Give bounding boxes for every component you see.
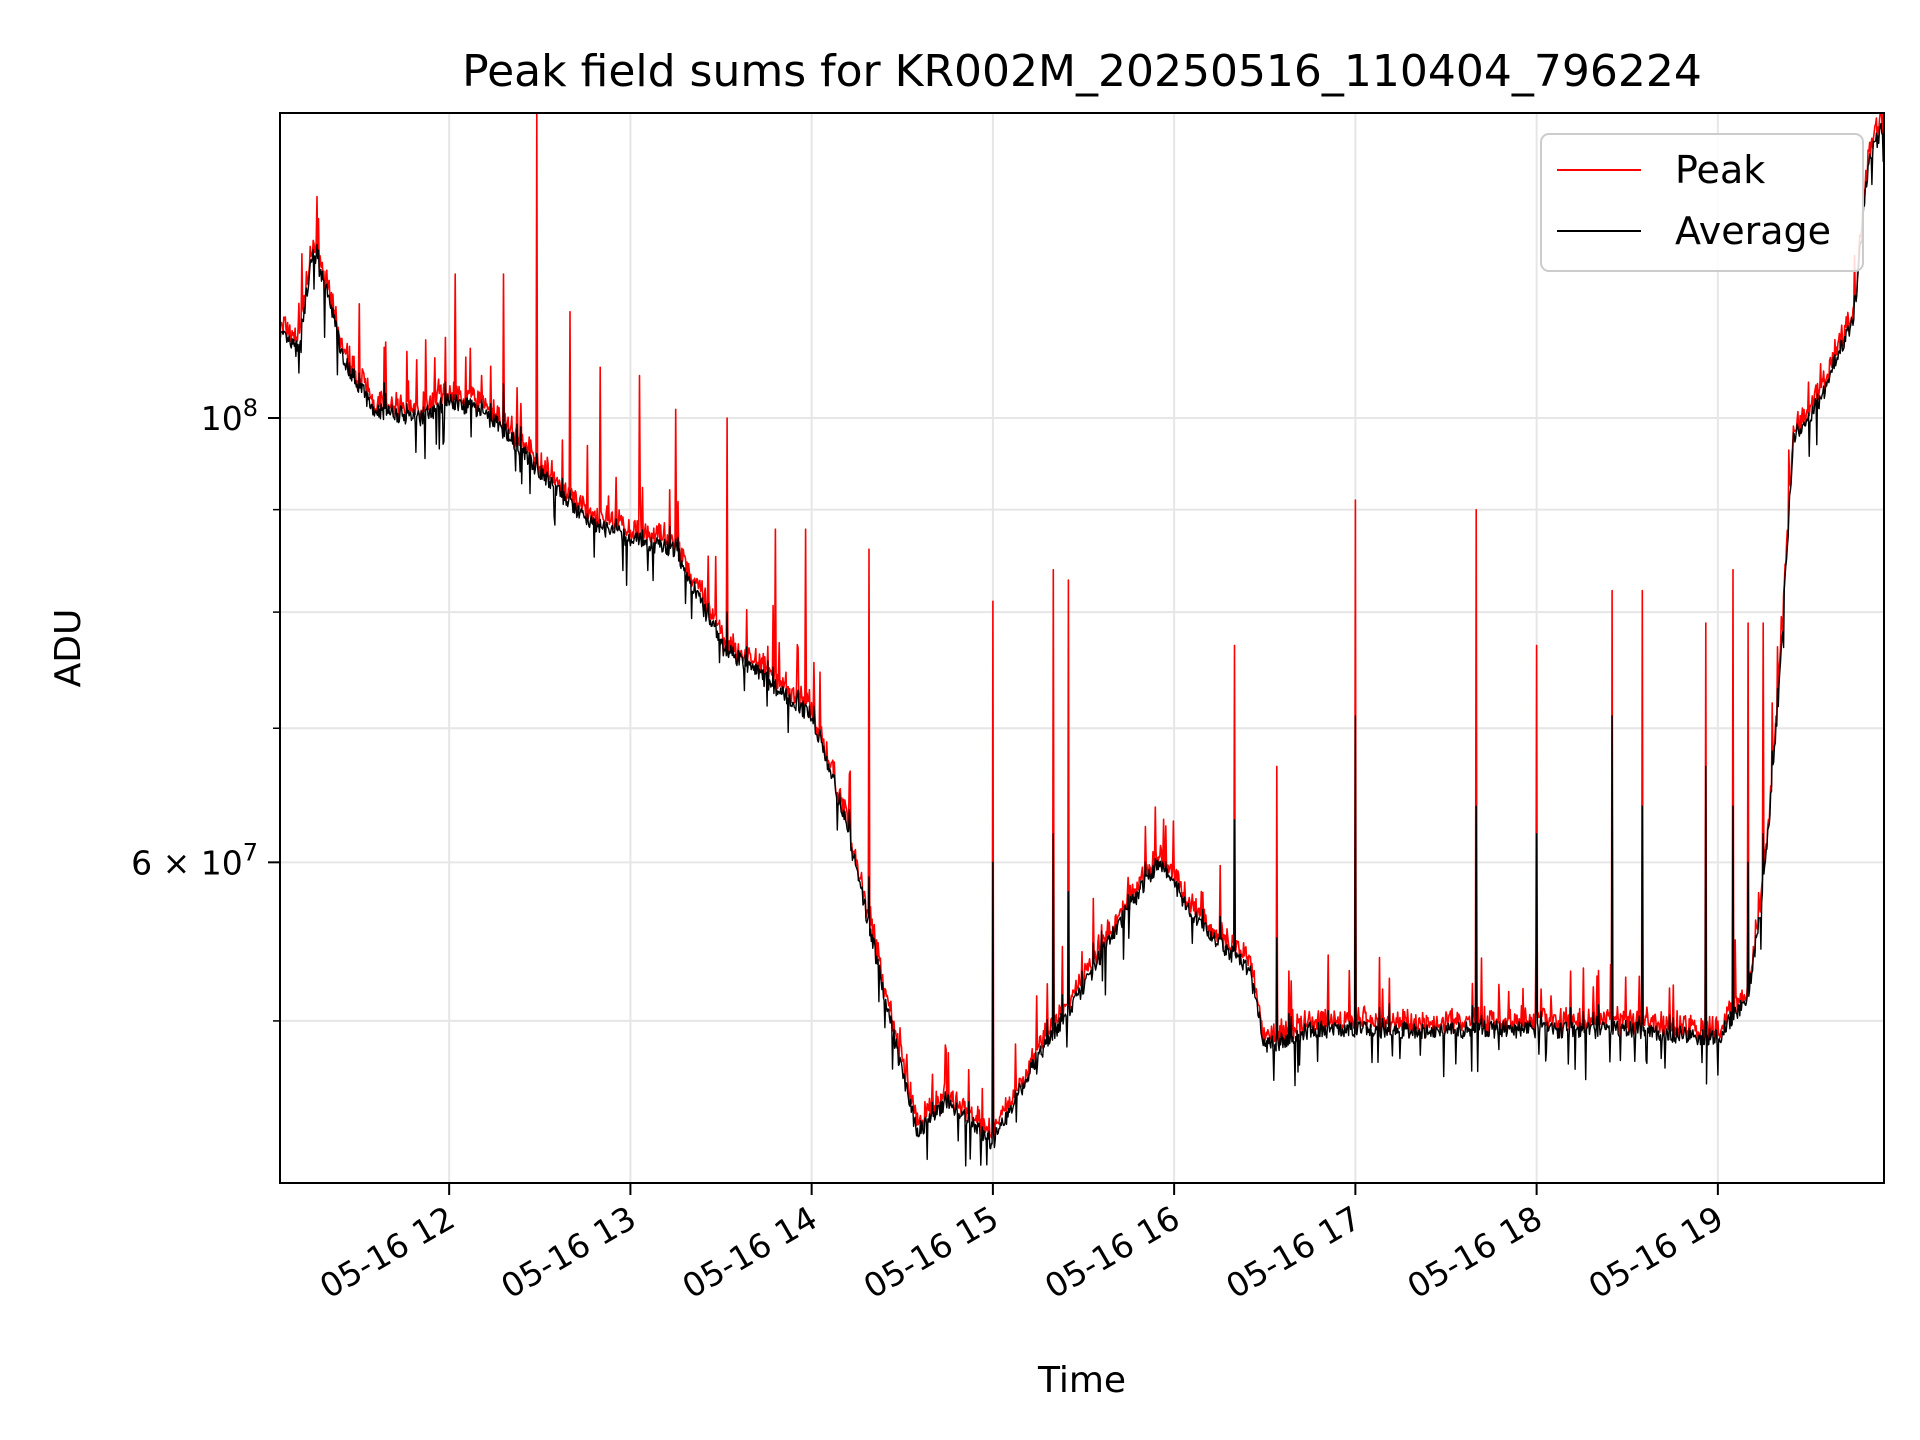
legend-peak-label: Peak	[1675, 148, 1765, 192]
legend-average-label: Average	[1675, 209, 1831, 253]
legend: Peak Average	[1540, 133, 1864, 272]
chart-title: Peak field sums for KR002M_20250516_1104…	[462, 46, 1702, 97]
y-axis-label: ADU	[48, 609, 89, 688]
y-tick-label: 108	[201, 394, 258, 438]
y-tick-label: 6 × 107	[131, 838, 258, 882]
grid-layer	[280, 113, 1884, 1183]
series-layer	[280, 113, 1884, 1167]
plot-frame	[279, 112, 1885, 1184]
series-line-average	[280, 113, 1884, 1167]
legend-box	[1540, 133, 1864, 272]
series-line-peak	[280, 113, 1884, 1147]
x-axis-label: Time	[1037, 1360, 1126, 1401]
